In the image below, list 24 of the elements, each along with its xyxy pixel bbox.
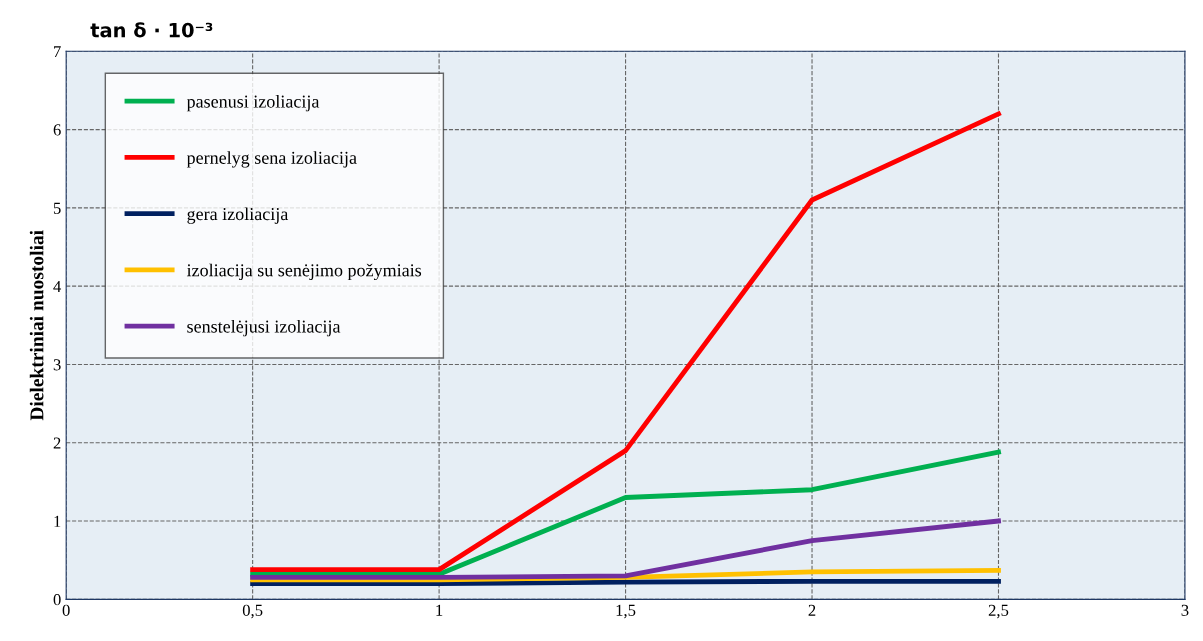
y-tick-label: 4	[53, 280, 62, 292]
x-tick-label: 0	[62, 604, 70, 616]
line-series	[250, 518, 1001, 580]
y-tick-label: 1	[54, 515, 61, 527]
legend-label: pernelyg sena izoliacija	[186, 151, 357, 168]
y-tick-label: 2	[53, 437, 61, 449]
y-tick-label: 0	[53, 594, 61, 606]
y-tick-label: 6	[53, 124, 61, 136]
x-tick-label: 2,5	[988, 604, 1009, 619]
legend-label: senstelėjusi izoliacija	[187, 319, 341, 337]
legend-label: gera izoliacija	[187, 207, 289, 224]
line-series	[250, 449, 1001, 577]
y-tick-label: 7	[54, 46, 61, 58]
y-tick-label: 3	[53, 359, 61, 371]
x-tick-label: 1,5	[616, 604, 636, 619]
legend-label: pasenusi izoliacija	[186, 94, 320, 112]
y-tick-label: 5	[53, 202, 61, 214]
x-tick-label: 0,5	[242, 604, 263, 619]
legend-label: izoliacija su senėjimo požymiais	[186, 263, 422, 281]
x-tick-label: 2	[808, 604, 816, 616]
x-tick-label: 3	[1181, 604, 1189, 616]
chart-title: tan δ · 10⁻³	[90, 22, 213, 38]
x-tick-label: 1	[436, 604, 443, 616]
y-axis-title: Dielektriniai nuostoliai	[29, 230, 44, 421]
